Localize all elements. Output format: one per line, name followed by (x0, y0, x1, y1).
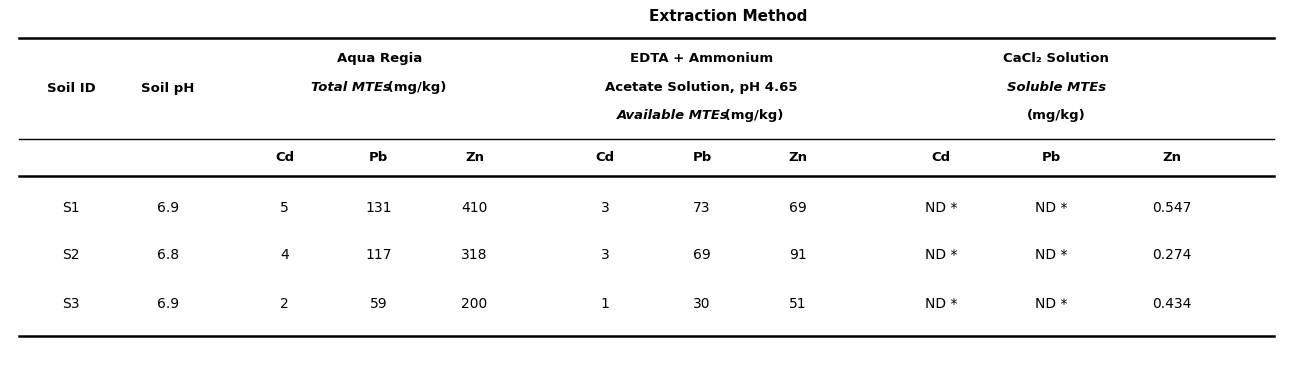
Text: 91: 91 (789, 248, 807, 262)
Text: Soil ID: Soil ID (47, 82, 96, 95)
Text: Pb: Pb (693, 151, 711, 164)
Text: S3: S3 (62, 297, 80, 311)
Text: Cd: Cd (275, 151, 294, 164)
Text: ND *: ND * (1034, 248, 1068, 262)
Text: 30: 30 (693, 297, 711, 311)
Text: 410: 410 (462, 201, 487, 215)
Text: 4: 4 (281, 248, 288, 262)
Text: ND *: ND * (1034, 201, 1068, 215)
Text: 6.9: 6.9 (156, 297, 180, 311)
Text: Extraction Method: Extraction Method (649, 9, 807, 24)
Text: Zn: Zn (789, 151, 807, 164)
Text: 131: 131 (366, 201, 392, 215)
Text: Acetate Solution, pH 4.65: Acetate Solution, pH 4.65 (605, 81, 798, 94)
Text: Available MTEs: Available MTEs (617, 109, 729, 122)
Text: 73: 73 (693, 201, 711, 215)
Text: Zn: Zn (465, 151, 484, 164)
Text: ND *: ND * (924, 201, 958, 215)
Text: 318: 318 (462, 248, 487, 262)
Text: Total MTEs: Total MTEs (312, 81, 390, 94)
Text: Soluble MTEs: Soluble MTEs (1007, 81, 1106, 94)
Text: S2: S2 (62, 248, 80, 262)
Text: (mg/kg): (mg/kg) (719, 109, 784, 122)
Text: 59: 59 (370, 297, 388, 311)
Text: Soil pH: Soil pH (141, 82, 195, 95)
Text: CaCl₂ Solution: CaCl₂ Solution (1003, 52, 1109, 65)
Text: EDTA + Ammonium: EDTA + Ammonium (630, 52, 773, 65)
Text: (mg/kg): (mg/kg) (383, 81, 447, 94)
Text: ND *: ND * (924, 297, 958, 311)
Text: S1: S1 (62, 201, 80, 215)
Text: 51: 51 (789, 297, 807, 311)
Text: 3: 3 (601, 201, 609, 215)
Text: ND *: ND * (924, 248, 958, 262)
Text: 6.9: 6.9 (156, 201, 180, 215)
Text: ND *: ND * (1034, 297, 1068, 311)
Text: 0.547: 0.547 (1152, 201, 1191, 215)
Text: 3: 3 (601, 248, 609, 262)
Text: Aqua Regia: Aqua Regia (337, 52, 422, 65)
Text: 1: 1 (601, 297, 609, 311)
Text: 2: 2 (281, 297, 288, 311)
Text: Cd: Cd (932, 151, 950, 164)
Text: (mg/kg): (mg/kg) (1027, 109, 1086, 122)
Text: 69: 69 (789, 201, 807, 215)
Text: 117: 117 (366, 248, 392, 262)
Text: Zn: Zn (1162, 151, 1181, 164)
Text: Pb: Pb (1042, 151, 1060, 164)
Text: Cd: Cd (596, 151, 614, 164)
Text: 5: 5 (281, 201, 288, 215)
Text: 69: 69 (693, 248, 711, 262)
Text: 6.8: 6.8 (156, 248, 180, 262)
Text: Pb: Pb (370, 151, 388, 164)
Text: 0.274: 0.274 (1152, 248, 1191, 262)
Text: 200: 200 (462, 297, 487, 311)
Text: 0.434: 0.434 (1152, 297, 1191, 311)
